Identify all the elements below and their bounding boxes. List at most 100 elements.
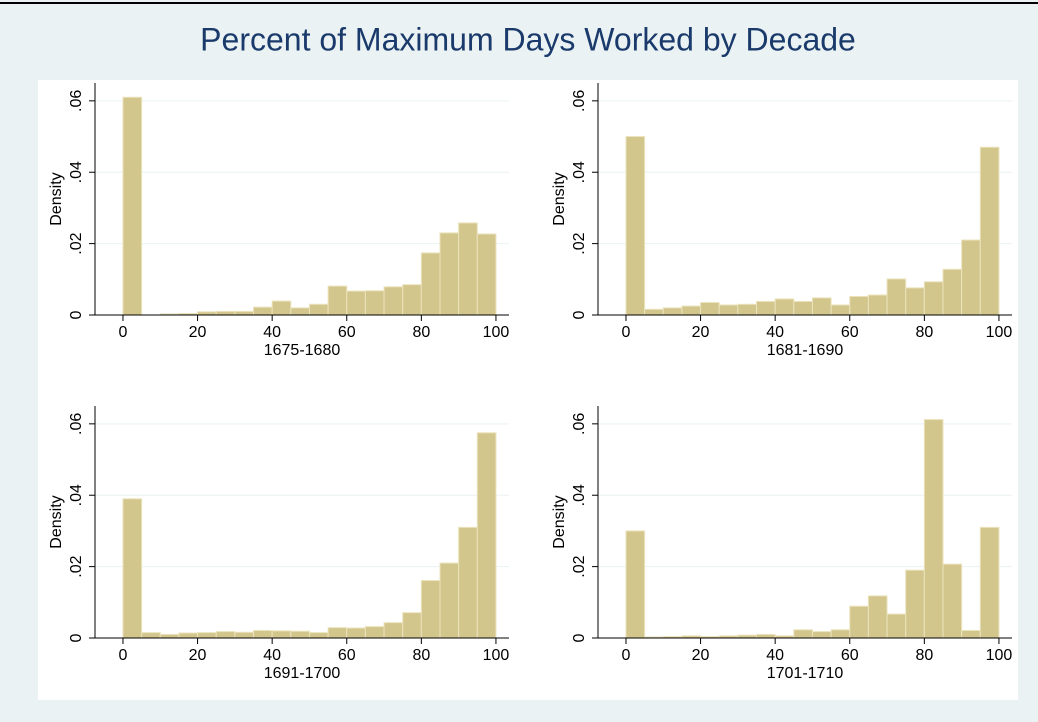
bar [383, 622, 404, 639]
bar [662, 307, 683, 316]
bar [811, 297, 832, 316]
x-tick-label: 20 [189, 324, 207, 341]
y-tick-label: 0 [571, 633, 588, 642]
bar [961, 630, 981, 639]
y-axis-title: Density [551, 172, 568, 225]
x-tick-label: 60 [338, 324, 356, 341]
bar [122, 96, 143, 316]
bar [644, 308, 664, 316]
y-tick-label: .04 [571, 161, 588, 183]
x-tick-label: 20 [189, 647, 207, 664]
x-tick-label: 100 [986, 324, 1013, 341]
bar [793, 629, 813, 639]
y-tick-label: 0 [68, 633, 85, 642]
bar [215, 631, 236, 639]
bar [197, 632, 217, 639]
bar [942, 268, 963, 316]
bar [681, 305, 702, 316]
x-tick-label: 20 [692, 647, 710, 664]
y-axis-title: Density [48, 495, 65, 548]
bar [811, 631, 832, 639]
x-tick-label: 0 [622, 647, 631, 664]
x-axis-title: 1681-1690 [767, 342, 844, 359]
bar [830, 629, 851, 639]
bar [737, 303, 758, 316]
bar [271, 630, 292, 639]
y-tick-label: 0 [68, 310, 85, 319]
bar [383, 286, 404, 316]
bar [774, 298, 795, 316]
bar [867, 294, 888, 316]
bar [346, 627, 366, 639]
y-tick-label: .02 [68, 232, 85, 254]
y-tick-label: .06 [68, 413, 85, 435]
bar [364, 290, 385, 316]
bar [234, 631, 255, 639]
x-tick-label: 40 [263, 647, 281, 664]
bar [700, 302, 720, 316]
bar [215, 310, 236, 316]
x-tick-label: 60 [338, 647, 356, 664]
y-tick-label: .06 [571, 413, 588, 435]
bar [308, 303, 329, 316]
x-tick-label: 0 [622, 324, 631, 341]
bar [886, 278, 907, 316]
bar [476, 233, 497, 316]
x-tick-label: 40 [766, 647, 784, 664]
x-tick-label: 60 [841, 647, 859, 664]
bar [458, 222, 478, 316]
bar [122, 498, 143, 639]
bar [905, 569, 925, 639]
chart-title: Percent of Maximum Days Worked by Decade [200, 21, 856, 57]
bar [290, 630, 310, 639]
bar [979, 526, 1000, 639]
x-tick-label: 0 [119, 647, 128, 664]
bar [625, 530, 646, 639]
bar [402, 284, 422, 316]
y-tick-label: 0 [571, 310, 588, 319]
bar [290, 307, 310, 316]
bar [159, 633, 180, 639]
plot-region [38, 80, 1018, 700]
x-tick-label: 60 [841, 324, 859, 341]
x-tick-label: 100 [483, 324, 510, 341]
bar [141, 632, 161, 639]
x-tick-label: 80 [915, 647, 933, 664]
bar [234, 310, 255, 316]
bar [756, 633, 776, 639]
x-tick-label: 40 [766, 324, 784, 341]
bar [420, 252, 441, 316]
bar [327, 285, 348, 316]
bar [458, 526, 478, 639]
bar [942, 563, 963, 639]
x-axis-title: 1691-1700 [264, 665, 341, 682]
bar [756, 300, 776, 316]
bar [923, 281, 944, 316]
y-axis-title: Density [551, 495, 568, 548]
bar [979, 146, 1000, 316]
x-axis-title: 1675-1680 [264, 342, 341, 359]
bar [961, 239, 981, 316]
bar [886, 613, 907, 639]
bar [308, 632, 329, 639]
x-tick-label: 80 [915, 324, 933, 341]
x-tick-label: 20 [692, 324, 710, 341]
x-tick-label: 40 [263, 324, 281, 341]
y-tick-label: .02 [68, 555, 85, 577]
bar [625, 136, 646, 316]
x-tick-label: 0 [119, 324, 128, 341]
y-tick-label: .06 [571, 90, 588, 112]
x-tick-label: 80 [412, 324, 430, 341]
x-axis-title: 1701-1710 [767, 665, 844, 682]
y-tick-label: .04 [571, 484, 588, 506]
bar [476, 432, 497, 639]
bar [439, 232, 460, 316]
bar [253, 306, 273, 316]
y-axis-title: Density [48, 172, 65, 225]
y-tick-label: .06 [68, 90, 85, 112]
bar [849, 295, 869, 316]
y-tick-label: .04 [68, 161, 85, 183]
bar [253, 630, 273, 639]
bar [346, 290, 366, 316]
